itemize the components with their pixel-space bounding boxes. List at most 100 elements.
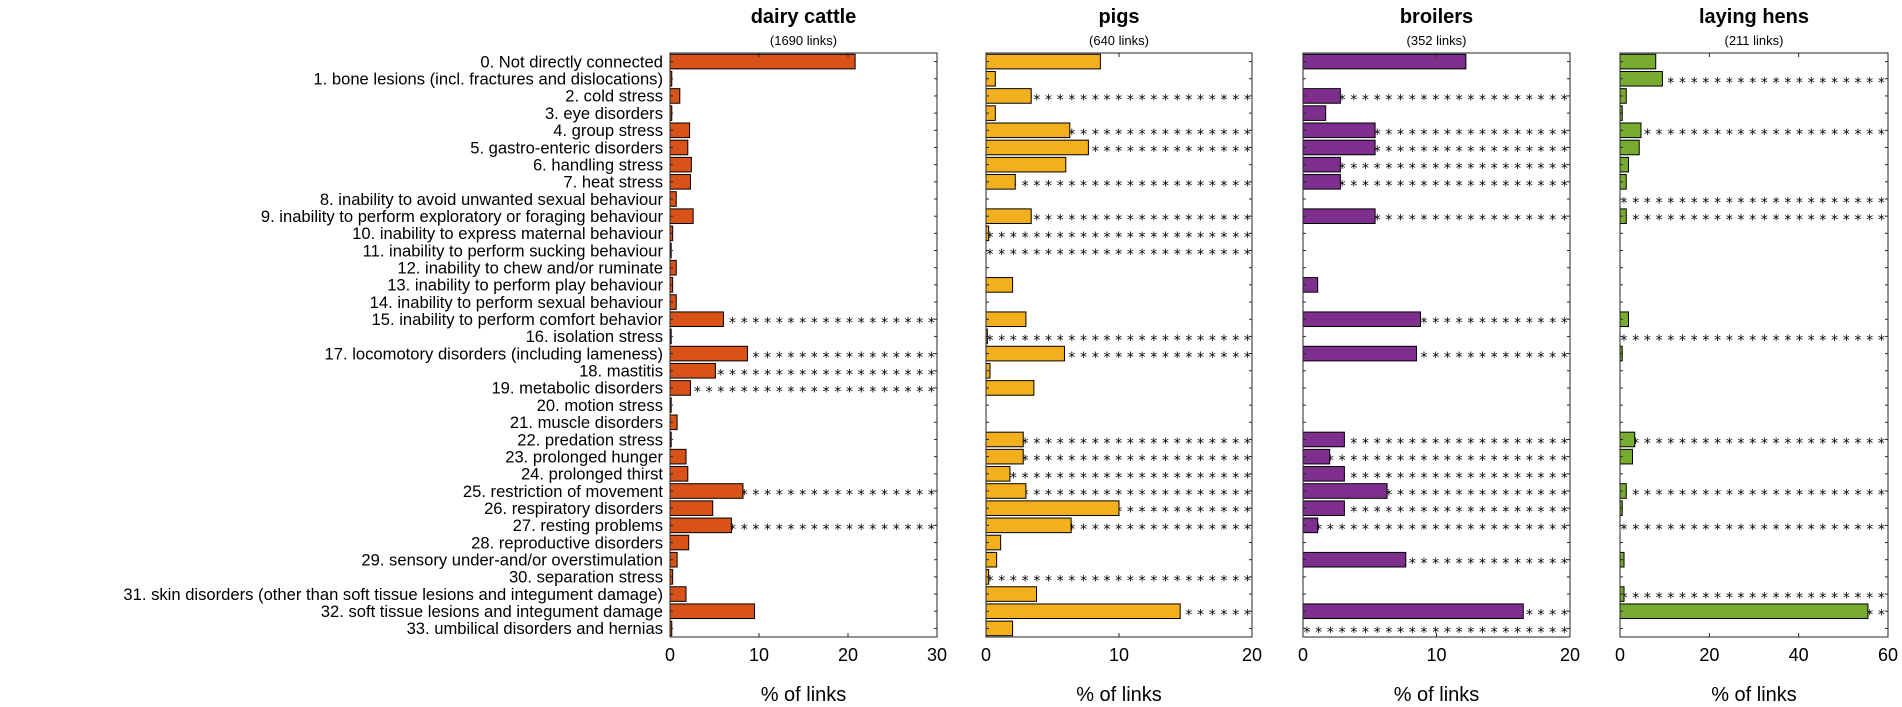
- star-mark: *: [1231, 488, 1239, 504]
- star-mark: *: [1748, 75, 1756, 91]
- star-mark: *: [1243, 436, 1251, 452]
- star-mark: *: [1091, 213, 1099, 229]
- star-mark: *: [1126, 505, 1134, 521]
- star-mark: *: [775, 488, 783, 504]
- star-mark: *: [1502, 505, 1510, 521]
- star-mark: *: [1760, 436, 1768, 452]
- star-mark: *: [1056, 92, 1064, 108]
- star-mark: *: [822, 316, 830, 332]
- star-mark: *: [1103, 213, 1111, 229]
- star-mark: *: [1408, 522, 1416, 538]
- star-mark: *: [1443, 127, 1451, 143]
- star-mark: *: [1513, 161, 1521, 177]
- star-mark: *: [1807, 591, 1815, 607]
- star-mark: *: [1103, 230, 1111, 246]
- category-label-0: 0. Not directly connected: [480, 52, 663, 71]
- axes-frame: [1619, 52, 1889, 638]
- star-mark: *: [1068, 436, 1076, 452]
- star-mark: *: [1373, 505, 1381, 521]
- star-mark: *: [857, 488, 865, 504]
- star-mark: *: [1490, 144, 1498, 160]
- bar-laying-hens-4: [1619, 122, 1642, 139]
- star-mark: *: [1161, 144, 1169, 160]
- star-mark: *: [1713, 213, 1721, 229]
- star-mark: *: [1420, 127, 1428, 143]
- star-mark: *: [1431, 556, 1439, 572]
- star-mark: *: [1079, 573, 1087, 589]
- star-mark: *: [1126, 213, 1134, 229]
- star-mark: *: [1208, 505, 1216, 521]
- star-mark: *: [1126, 350, 1134, 366]
- star-mark: *: [1548, 488, 1556, 504]
- star-mark: *: [1478, 470, 1486, 486]
- star-mark: *: [763, 522, 771, 538]
- star-mark: *: [1138, 178, 1146, 194]
- star-mark: *: [1725, 127, 1733, 143]
- star-mark: *: [1772, 127, 1780, 143]
- panel-subtitle: (640 links): [1089, 33, 1149, 48]
- star-mark: *: [1490, 470, 1498, 486]
- star-mark: *: [1431, 488, 1439, 504]
- category-label-26: 26. respiratory disorders: [484, 499, 663, 518]
- x-axis-label: % of links: [1394, 684, 1480, 706]
- star-mark: *: [1338, 522, 1346, 538]
- star-mark: *: [1185, 92, 1193, 108]
- star-mark: *: [1513, 144, 1521, 160]
- star-mark: *: [1220, 230, 1228, 246]
- star-mark: *: [1033, 453, 1041, 469]
- star-mark: *: [1114, 92, 1122, 108]
- star-mark: *: [1161, 350, 1169, 366]
- star-mark: *: [1173, 127, 1181, 143]
- star-mark: *: [1068, 230, 1076, 246]
- star-mark: *: [1044, 247, 1052, 263]
- star-mark: *: [1091, 127, 1099, 143]
- star-mark: *: [1431, 213, 1439, 229]
- star-mark: *: [1196, 436, 1204, 452]
- star-mark: *: [1150, 470, 1158, 486]
- star-mark: *: [1737, 213, 1745, 229]
- category-label-21: 21. muscle disorders: [510, 413, 663, 432]
- star-mark: *: [1350, 625, 1358, 641]
- star-mark: *: [1478, 213, 1486, 229]
- star-mark: *: [1502, 316, 1510, 332]
- star-mark: *: [1760, 196, 1768, 212]
- star-mark: *: [1161, 436, 1169, 452]
- star-mark: *: [1173, 488, 1181, 504]
- bar-pigs-33: [985, 620, 1014, 637]
- star-mark: *: [1678, 196, 1686, 212]
- star-mark: *: [810, 316, 818, 332]
- star-mark: *: [1760, 591, 1768, 607]
- star-mark: *: [1126, 247, 1134, 263]
- star-mark: *: [1772, 591, 1780, 607]
- star-mark: *: [1408, 488, 1416, 504]
- star-mark: *: [1737, 522, 1745, 538]
- star-mark: *: [1655, 213, 1663, 229]
- star-mark: *: [1877, 196, 1885, 212]
- star-mark: *: [1525, 608, 1533, 624]
- star-mark: *: [1396, 92, 1404, 108]
- star-mark: *: [1161, 213, 1169, 229]
- star-mark: *: [1678, 591, 1686, 607]
- star-mark: *: [1819, 333, 1827, 349]
- star-mark: *: [1467, 92, 1475, 108]
- star-mark: *: [1548, 608, 1556, 624]
- star-mark: *: [740, 367, 748, 383]
- star-mark: *: [1385, 178, 1393, 194]
- star-mark: *: [1420, 470, 1428, 486]
- star-mark: *: [1502, 436, 1510, 452]
- star-mark: *: [1830, 213, 1838, 229]
- star-mark: *: [1748, 488, 1756, 504]
- star-mark: *: [1795, 591, 1803, 607]
- star-mark: *: [1138, 92, 1146, 108]
- star-mark: *: [1748, 436, 1756, 452]
- star-mark: *: [1690, 213, 1698, 229]
- star-mark: *: [1455, 213, 1463, 229]
- star-mark: *: [1784, 522, 1792, 538]
- bar-broilers-7: [1302, 174, 1341, 190]
- star-mark: *: [1725, 522, 1733, 538]
- star-mark: *: [1490, 436, 1498, 452]
- star-mark: *: [1185, 333, 1193, 349]
- star-mark: *: [834, 384, 842, 400]
- star-mark: *: [1455, 625, 1463, 641]
- star-mark: *: [822, 488, 830, 504]
